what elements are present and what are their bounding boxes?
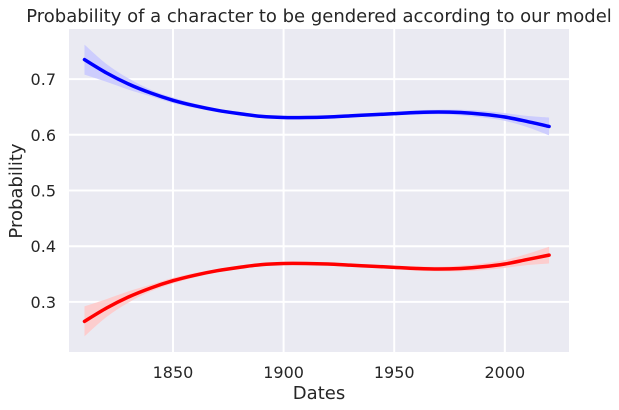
y-tick-label: 0.4 xyxy=(31,237,56,256)
x-tick-label: 1950 xyxy=(374,363,415,382)
y-tick-label: 0.3 xyxy=(31,293,56,312)
x-tick-label: 1900 xyxy=(263,363,304,382)
y-tick-label: 0.6 xyxy=(31,126,56,145)
y-axis-label: Probability xyxy=(6,143,27,238)
series-line-1 xyxy=(82,253,551,324)
x-tick-labels: 1850 1900 1950 2000 xyxy=(153,363,526,382)
grid xyxy=(69,29,569,352)
x-tick-label: 2000 xyxy=(484,363,525,382)
chart-title: Probability of a character to be gendere… xyxy=(26,6,612,27)
y-tick-labels: 0.3 0.4 0.5 0.6 0.7 xyxy=(31,70,56,312)
x-tick-label: 1850 xyxy=(153,363,194,382)
y-tick-label: 0.5 xyxy=(31,182,56,201)
x-axis-label: Dates xyxy=(293,383,345,404)
series-lines xyxy=(82,57,551,324)
series-line-0 xyxy=(82,57,551,129)
y-tick-label: 0.7 xyxy=(31,70,56,89)
